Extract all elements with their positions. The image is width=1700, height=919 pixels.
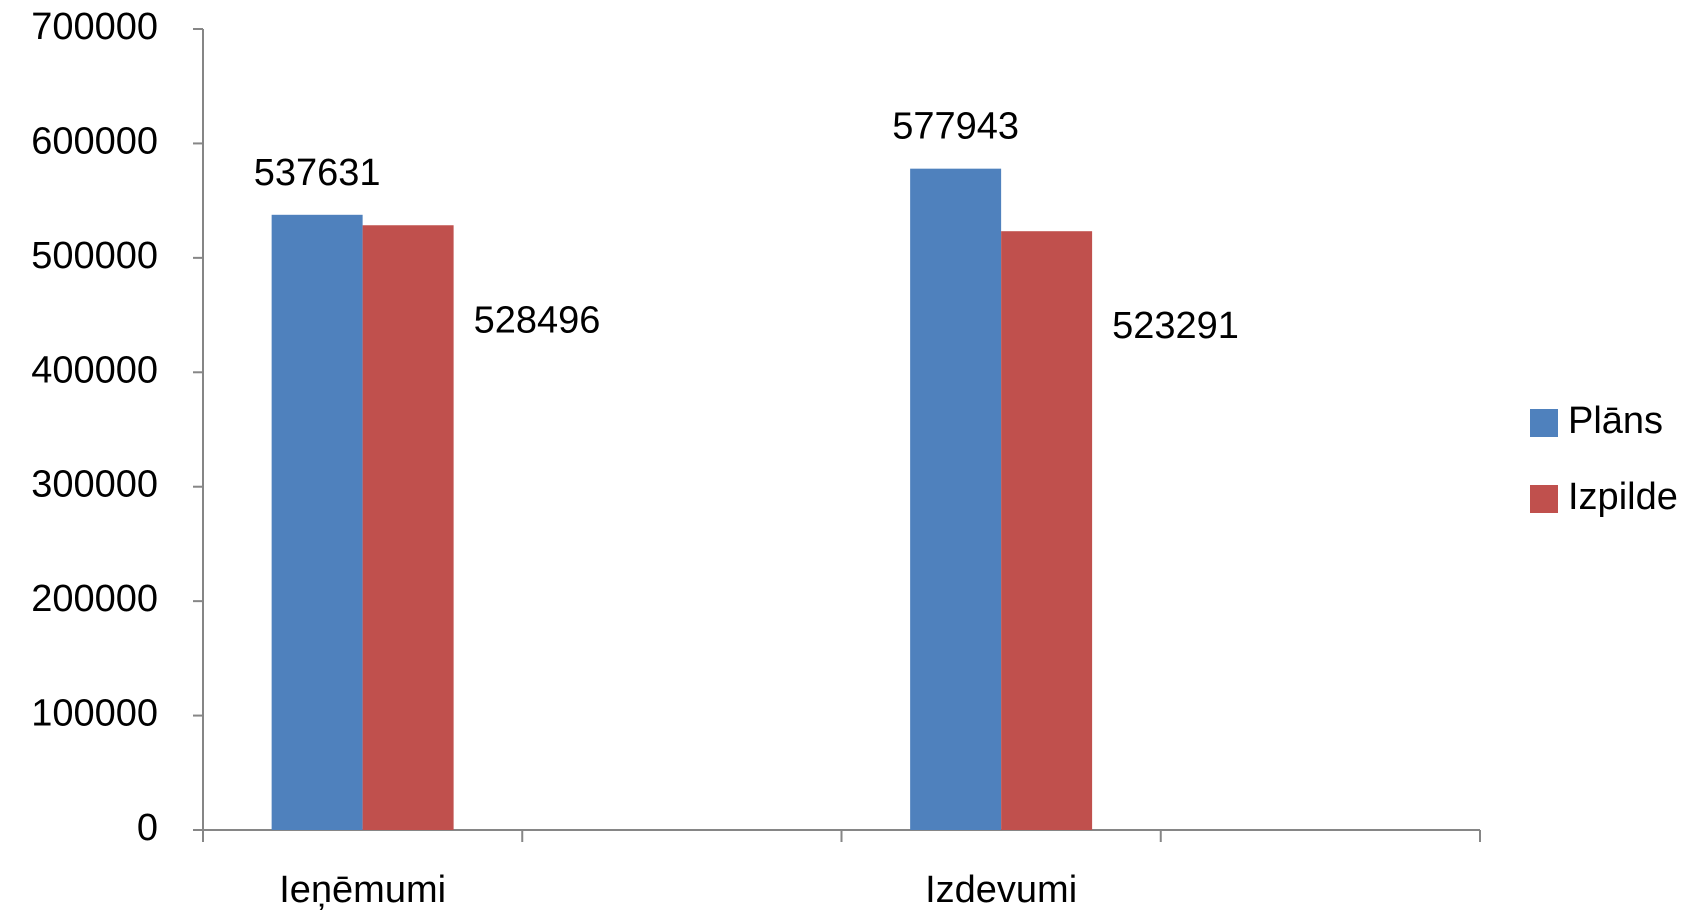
y-tick-label: 400000: [31, 349, 158, 391]
data-label: 537631: [254, 152, 381, 194]
x-tick-label: Ieņēmumi: [279, 869, 446, 911]
y-tick-label: 100000: [31, 693, 158, 735]
bar: [910, 168, 1002, 830]
legend-swatch: [1530, 485, 1558, 513]
y-tick-label: 200000: [31, 578, 158, 620]
y-tick-label: 0: [137, 807, 158, 849]
data-label: 528496: [474, 299, 601, 341]
legend-swatch: [1530, 409, 1558, 437]
y-tick-label: 500000: [31, 235, 158, 277]
legend-label: Izpilde: [1568, 476, 1678, 518]
data-label: 577943: [892, 106, 1019, 148]
y-tick-label: 300000: [31, 464, 158, 506]
data-label: 523291: [1112, 305, 1239, 347]
x-tick-label: Izdevumi: [925, 869, 1077, 911]
y-tick-label: 700000: [31, 6, 158, 48]
y-tick-label: 600000: [31, 120, 158, 162]
bar: [362, 225, 454, 830]
bar: [271, 214, 363, 831]
bar: [1001, 231, 1093, 831]
legend-label: Plāns: [1568, 400, 1663, 442]
